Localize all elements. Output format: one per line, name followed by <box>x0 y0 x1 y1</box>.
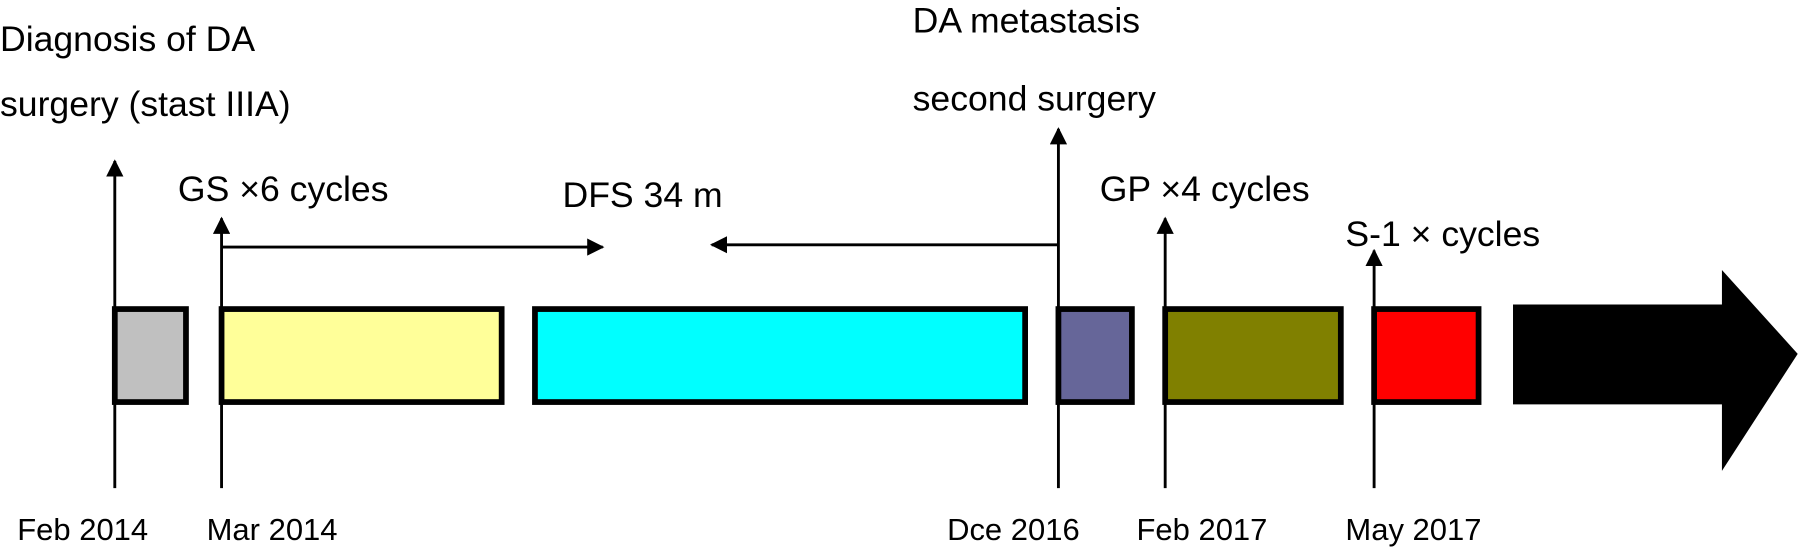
event-date: Mar 2014 <box>207 512 338 547</box>
event-date: Dce 2016 <box>947 512 1080 547</box>
event-label: surgery (stast IIIA) <box>0 84 291 124</box>
event-date: May 2017 <box>1345 512 1481 547</box>
phase-box <box>1055 306 1135 405</box>
phase-box <box>1162 306 1344 405</box>
phase-box <box>111 306 189 405</box>
event-label: GP ×4 cycles <box>1100 169 1310 209</box>
phase-box <box>1371 306 1482 405</box>
event-label: Diagnosis of DA <box>0 19 255 59</box>
phase-box <box>218 306 505 405</box>
phase-box <box>532 306 1028 405</box>
future-arrow <box>1513 270 1798 471</box>
event-label: DFS 34 m <box>563 175 723 215</box>
event-date: Feb 2017 <box>1136 512 1267 547</box>
event-label: S-1 × cycles <box>1345 214 1540 254</box>
event-date: Feb 2014 <box>17 512 148 547</box>
event-label: GS ×6 cycles <box>178 169 389 209</box>
event-label: second surgery <box>913 78 1156 118</box>
event-label: DA metastasis <box>913 0 1140 40</box>
